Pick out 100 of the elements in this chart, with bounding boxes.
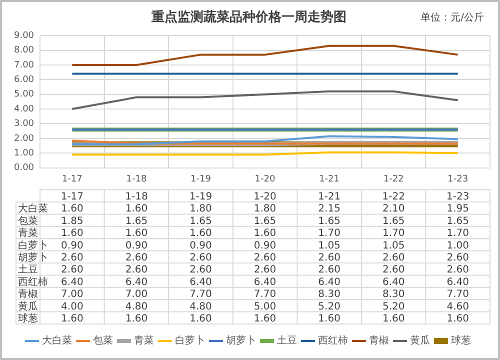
text: 青菜 — [18, 228, 38, 240]
data-label: 2.60 — [61, 264, 84, 276]
data-label: 1.60 — [125, 313, 148, 324]
data-label: 1.60 — [190, 313, 212, 324]
category-label: 1-17 — [60, 191, 84, 202]
data-label: 6.40 — [125, 276, 148, 288]
data-label: 6.40 — [446, 276, 469, 288]
legend-label: 包菜 — [93, 334, 113, 347]
data-label: 1.60 — [446, 313, 469, 324]
data-label: 8.30 — [318, 289, 340, 300]
x-tick-label: 1-23 — [448, 174, 468, 185]
data-label: 1.60 — [318, 313, 340, 324]
text: 青椒 — [18, 289, 38, 300]
data-label: 1.70 — [446, 228, 469, 240]
data-label: 2.60 — [318, 252, 340, 264]
data-label: 1.60 — [125, 228, 148, 240]
x-tick-label: 1-17 — [62, 174, 82, 185]
legend-label: 青椒 — [369, 334, 389, 347]
data-label: 1.70 — [318, 228, 340, 240]
data-label: 1.80 — [254, 204, 276, 215]
data-label: 1.60 — [190, 228, 212, 240]
text: 西红柿 — [18, 276, 48, 288]
text: 白萝卜 — [18, 240, 48, 252]
y-tick-label: 0.00 — [14, 163, 34, 174]
data-label: 2.60 — [190, 264, 212, 276]
data-label: 5.00 — [254, 301, 276, 312]
data-label: 1.00 — [446, 240, 469, 252]
y-tick-label: 1.00 — [14, 148, 34, 158]
y-tick-label: 3.00 — [14, 119, 34, 130]
legend-label: 大白菜 — [42, 334, 72, 347]
data-label: 2.60 — [318, 264, 340, 276]
data-label: 2.60 — [382, 252, 405, 264]
data-label: 1.85 — [61, 216, 84, 227]
data-label: 6.40 — [318, 276, 340, 288]
data-label: 1.95 — [446, 204, 469, 215]
data-label: 2.60 — [446, 264, 469, 276]
data-label: 7.00 — [125, 289, 148, 300]
data-label: 1.60 — [61, 313, 84, 324]
text: 胡萝卜 — [18, 252, 48, 264]
data-label: 4.80 — [190, 301, 212, 312]
data-label: 1.65 — [382, 216, 405, 227]
data-label: 5.20 — [382, 301, 405, 312]
data-label: 1.60 — [61, 228, 84, 240]
data-label: 1.60 — [382, 313, 405, 324]
data-label: 1.65 — [190, 216, 212, 227]
y-tick-label: 5.00 — [14, 90, 34, 100]
text: 大白菜 — [18, 204, 48, 215]
data-label: 1.65 — [254, 216, 276, 227]
x-tick-label: 1-22 — [383, 174, 404, 185]
y-tick-label: 8.00 — [14, 46, 34, 56]
data-label: 1.80 — [190, 204, 212, 215]
data-label: 4.80 — [125, 301, 148, 312]
legend-label: 胡萝卜 — [226, 334, 256, 347]
data-label: 2.15 — [318, 204, 340, 215]
data-label: 4.60 — [446, 301, 469, 312]
data-label: 6.40 — [190, 276, 212, 288]
data-label: 2.60 — [254, 252, 276, 264]
text: 黄瓜 — [18, 301, 38, 312]
legend-label: 白萝卜 — [175, 334, 205, 347]
category-label: 1-21 — [318, 191, 341, 202]
x-tick-label: 1-18 — [126, 174, 147, 185]
data-label: 0.90 — [190, 240, 212, 252]
legend-label: 土豆 — [277, 334, 297, 347]
category-label: 1-18 — [125, 191, 148, 202]
y-tick-label: 4.00 — [14, 104, 34, 114]
chart-title: 重点监测蔬菜品种价格一周走势图 — [150, 9, 346, 26]
data-label: 2.60 — [382, 264, 405, 276]
data-label: 1.60 — [254, 228, 276, 240]
data-label: 7.70 — [446, 289, 469, 300]
data-label: 6.40 — [382, 276, 405, 288]
data-label: 1.60 — [254, 313, 276, 324]
data-label: 1.70 — [382, 228, 405, 240]
x-tick-label: 1-19 — [190, 174, 212, 185]
category-label: 1-19 — [189, 191, 212, 202]
data-label: 2.60 — [254, 264, 276, 276]
data-label: 2.60 — [190, 252, 212, 264]
data-label: 7.70 — [254, 289, 276, 300]
data-label: 0.90 — [254, 240, 276, 252]
data-label: 2.10 — [382, 204, 405, 215]
legend-label: 黄瓜 — [410, 334, 430, 347]
x-tick-label: 1-21 — [319, 174, 340, 185]
data-label: 1.60 — [61, 204, 84, 215]
legend-label: 西红柿 — [318, 334, 348, 347]
data-label: 7.70 — [190, 289, 212, 300]
data-label: 1.60 — [125, 204, 148, 215]
data-label: 8.30 — [382, 289, 405, 300]
data-label: 2.60 — [446, 252, 469, 264]
text: 球葱 — [18, 313, 38, 324]
data-label: 5.20 — [318, 301, 340, 312]
data-label: 1.05 — [318, 240, 340, 252]
data-label: 6.40 — [61, 276, 84, 288]
data-label: 7.00 — [61, 289, 84, 300]
legend-label: 球葱 — [451, 334, 471, 347]
data-label: 1.65 — [446, 216, 469, 227]
data-label: 2.60 — [125, 252, 148, 264]
data-label: 4.00 — [61, 301, 84, 312]
text: 土豆 — [18, 264, 38, 276]
x-tick-label: 1-20 — [254, 174, 276, 185]
y-tick-label: 6.00 — [14, 75, 34, 86]
y-tick-label: 2.00 — [14, 134, 34, 144]
